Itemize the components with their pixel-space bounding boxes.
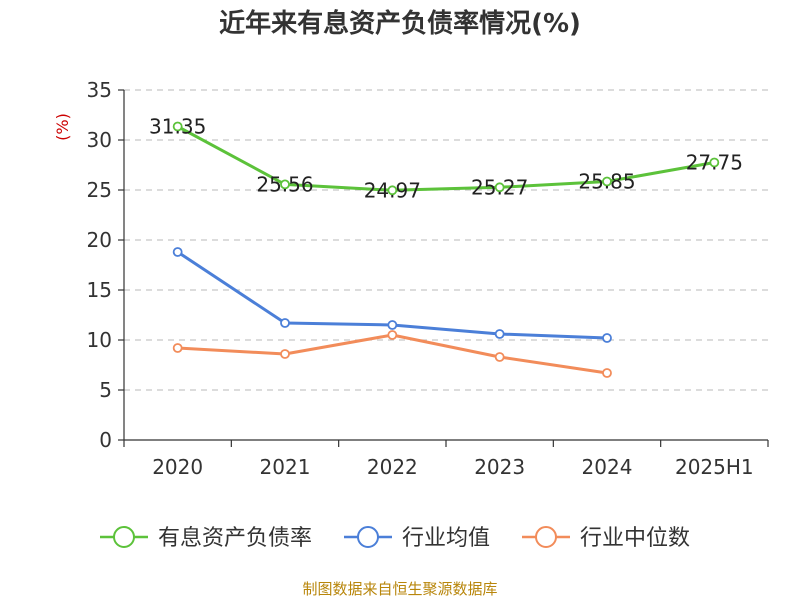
y-tick-label: 10 <box>87 328 112 352</box>
x-tick-label: 2021 <box>260 455 311 479</box>
data-point <box>280 349 290 359</box>
data-point <box>494 352 505 362</box>
legend-label: 有息资产负债率 <box>158 526 312 551</box>
y-tick-labels: 0 5 10 15 20 25 30 35 <box>87 78 112 452</box>
series-line-0 <box>176 125 715 192</box>
data-label: 31.35 <box>149 115 206 139</box>
x-tick-label: 2022 <box>367 455 418 479</box>
x-tick-label: 2020 <box>152 455 203 479</box>
y-tick-label: 15 <box>87 278 112 302</box>
chart-title: 近年来有息资产负债率情况(%) <box>219 8 581 39</box>
legend-label: 行业均值 <box>402 526 490 551</box>
data-point <box>602 368 612 378</box>
y-tick-label: 0 <box>99 428 112 452</box>
y-tick-label: 35 <box>87 78 112 102</box>
data-label: 25.56 <box>256 172 313 196</box>
y-tick-label: 20 <box>87 228 112 252</box>
x-tick-label: 2023 <box>474 455 525 479</box>
data-label: 25.85 <box>578 170 635 194</box>
legend-marker <box>113 526 135 548</box>
legend: 有息资产负债率 行业均值 行业中位数 <box>100 526 690 551</box>
data-point <box>709 157 720 168</box>
data-point <box>280 318 290 328</box>
x-tick-labels: 2020 2021 2022 2023 2024 2025H1 <box>152 455 753 479</box>
x-tick-label: 2024 <box>582 455 633 479</box>
y-tick-label: 5 <box>99 378 112 402</box>
data-point <box>602 333 612 343</box>
legend-marker <box>535 526 557 548</box>
data-point <box>387 185 398 196</box>
series-line-2 <box>177 333 608 375</box>
data-point <box>494 329 505 339</box>
source-note: 制图数据来自恒生聚源数据库 <box>302 580 497 598</box>
data-label: 27.75 <box>686 151 743 175</box>
data-point <box>602 176 612 187</box>
data-point <box>172 121 183 132</box>
legend-label: 行业中位数 <box>580 526 690 551</box>
data-labels: 31.35 25.56 24.97 25.27 25.85 27.75 <box>149 115 743 203</box>
data-point <box>387 330 398 340</box>
legend-marker <box>357 526 379 548</box>
x-tick-label: 2025H1 <box>675 455 754 479</box>
data-point <box>280 179 290 190</box>
data-point <box>172 343 183 353</box>
axes <box>118 89 769 447</box>
y-tick-label: 30 <box>87 128 112 152</box>
y-axis-label: (%) <box>53 113 72 141</box>
y-tick-label: 25 <box>87 178 112 202</box>
data-point <box>387 320 398 330</box>
data-label: 25.27 <box>471 175 528 199</box>
data-point <box>172 247 183 257</box>
series-lines <box>172 121 720 378</box>
data-point <box>494 182 505 193</box>
data-label: 24.97 <box>364 178 421 202</box>
